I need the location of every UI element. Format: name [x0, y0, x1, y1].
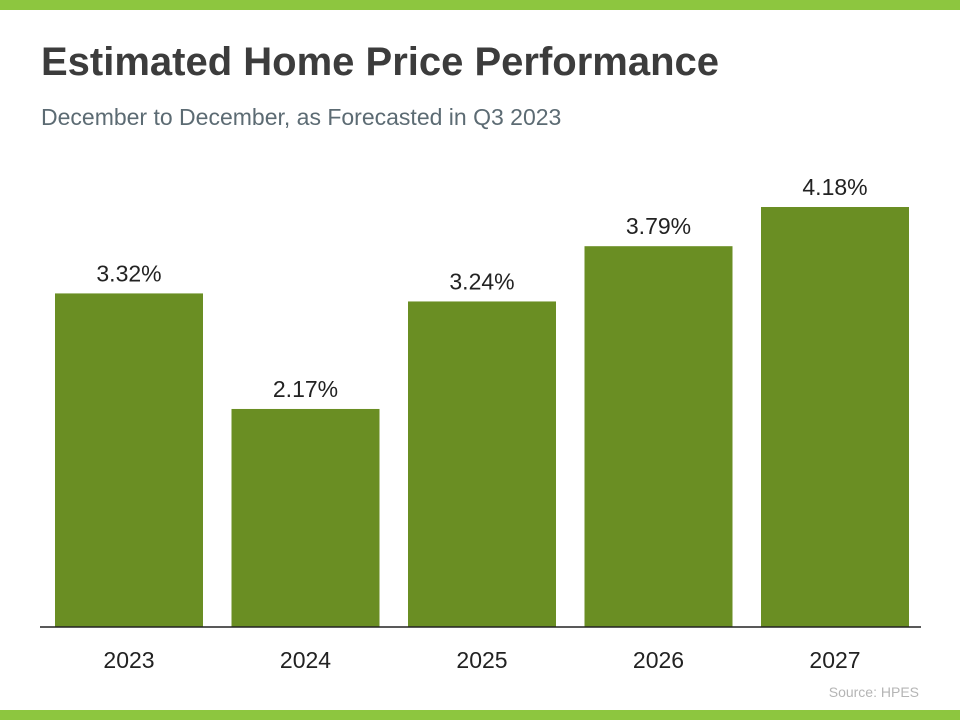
chart-title: Estimated Home Price Performance [41, 40, 720, 84]
bar-2023 [55, 293, 203, 627]
bar-2024 [231, 408, 380, 627]
category-label-2023: 2023 [103, 647, 154, 673]
value-label-2024: 2.17% [273, 376, 338, 402]
source-note: Source: HPES [828, 684, 919, 700]
bar-2027 [761, 207, 909, 627]
category-label-2025: 2025 [456, 647, 507, 673]
value-label-2026: 3.79% [626, 213, 691, 239]
category-label-2026: 2026 [633, 647, 684, 673]
bottom-accent-bar [0, 710, 960, 720]
bar-2026 [584, 246, 733, 627]
category-label-2024: 2024 [280, 647, 331, 673]
value-label-2025: 3.24% [449, 268, 514, 294]
chart-subtitle: December to December, as Forecasted in Q… [41, 104, 562, 130]
value-label-2027: 4.18% [802, 174, 867, 200]
category-label-2027: 2027 [809, 647, 860, 673]
bar-2025 [408, 301, 556, 627]
top-accent-bar [0, 0, 960, 10]
value-label-2023: 3.32% [96, 260, 161, 286]
